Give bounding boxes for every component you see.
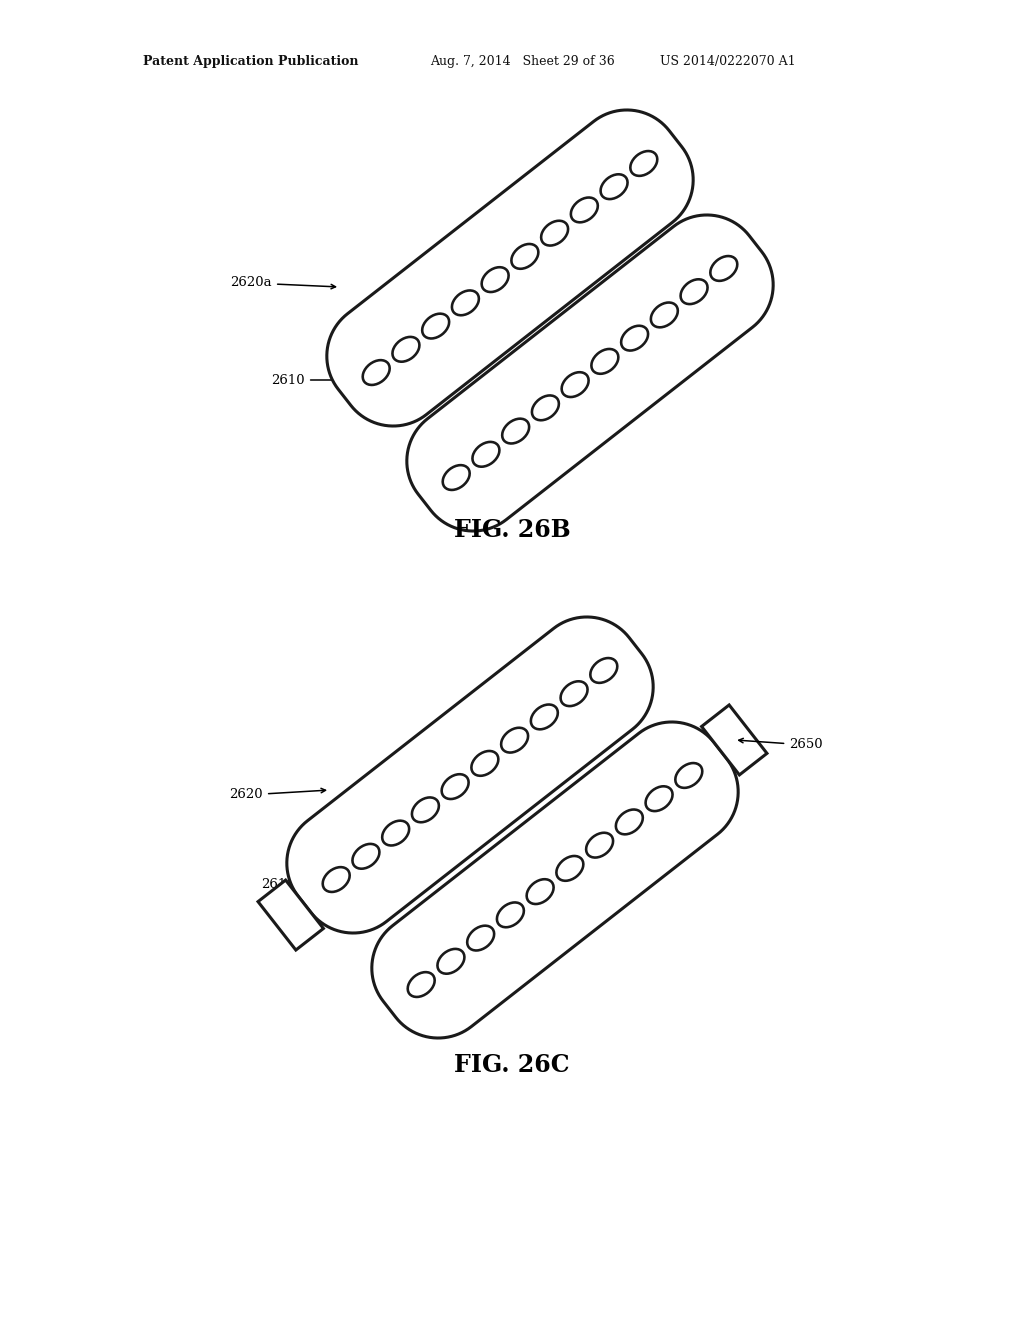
Text: FIG. 26B: FIG. 26B: [454, 517, 570, 543]
Text: US 2014/0222070 A1: US 2014/0222070 A1: [660, 55, 796, 69]
Ellipse shape: [441, 775, 469, 799]
Ellipse shape: [501, 727, 528, 752]
Ellipse shape: [471, 751, 499, 776]
Ellipse shape: [323, 867, 349, 892]
Polygon shape: [258, 880, 324, 950]
Polygon shape: [372, 722, 738, 1038]
Text: FIG. 26C: FIG. 26C: [455, 1053, 569, 1077]
Text: 2620a: 2620a: [230, 276, 336, 289]
Ellipse shape: [472, 442, 500, 467]
Ellipse shape: [601, 174, 628, 199]
Ellipse shape: [352, 843, 380, 869]
Ellipse shape: [622, 326, 648, 351]
Ellipse shape: [530, 705, 558, 730]
Ellipse shape: [422, 314, 450, 338]
Ellipse shape: [467, 925, 495, 950]
Ellipse shape: [362, 360, 390, 385]
Ellipse shape: [615, 809, 643, 834]
Ellipse shape: [676, 763, 702, 788]
Ellipse shape: [452, 290, 479, 315]
Ellipse shape: [412, 797, 439, 822]
Ellipse shape: [561, 372, 589, 397]
Ellipse shape: [442, 465, 470, 490]
Polygon shape: [407, 215, 773, 531]
Text: Patent Application Publication: Patent Application Publication: [143, 55, 358, 69]
Ellipse shape: [502, 418, 529, 444]
Text: 2610: 2610: [271, 374, 366, 387]
Ellipse shape: [586, 833, 613, 858]
Text: 2610: 2610: [261, 878, 355, 891]
Ellipse shape: [560, 681, 588, 706]
Text: 2650: 2650: [738, 738, 823, 751]
Ellipse shape: [526, 879, 554, 904]
Polygon shape: [327, 110, 693, 426]
Ellipse shape: [531, 396, 559, 420]
Text: 2620: 2620: [229, 788, 326, 801]
Ellipse shape: [711, 256, 737, 281]
Ellipse shape: [631, 150, 657, 176]
Ellipse shape: [408, 972, 434, 997]
Ellipse shape: [651, 302, 678, 327]
Ellipse shape: [437, 949, 465, 974]
Ellipse shape: [392, 337, 420, 362]
Text: 2650: 2650: [289, 842, 323, 906]
Ellipse shape: [382, 821, 410, 846]
Text: Aug. 7, 2014   Sheet 29 of 36: Aug. 7, 2014 Sheet 29 of 36: [430, 55, 614, 69]
Ellipse shape: [645, 787, 673, 810]
Ellipse shape: [681, 280, 708, 304]
Polygon shape: [701, 705, 767, 775]
Ellipse shape: [590, 659, 617, 682]
Ellipse shape: [541, 220, 568, 246]
Ellipse shape: [481, 267, 509, 292]
Ellipse shape: [511, 244, 539, 269]
Ellipse shape: [556, 855, 584, 880]
Polygon shape: [287, 616, 653, 933]
Ellipse shape: [592, 348, 618, 374]
Ellipse shape: [570, 198, 598, 222]
Ellipse shape: [497, 903, 524, 927]
